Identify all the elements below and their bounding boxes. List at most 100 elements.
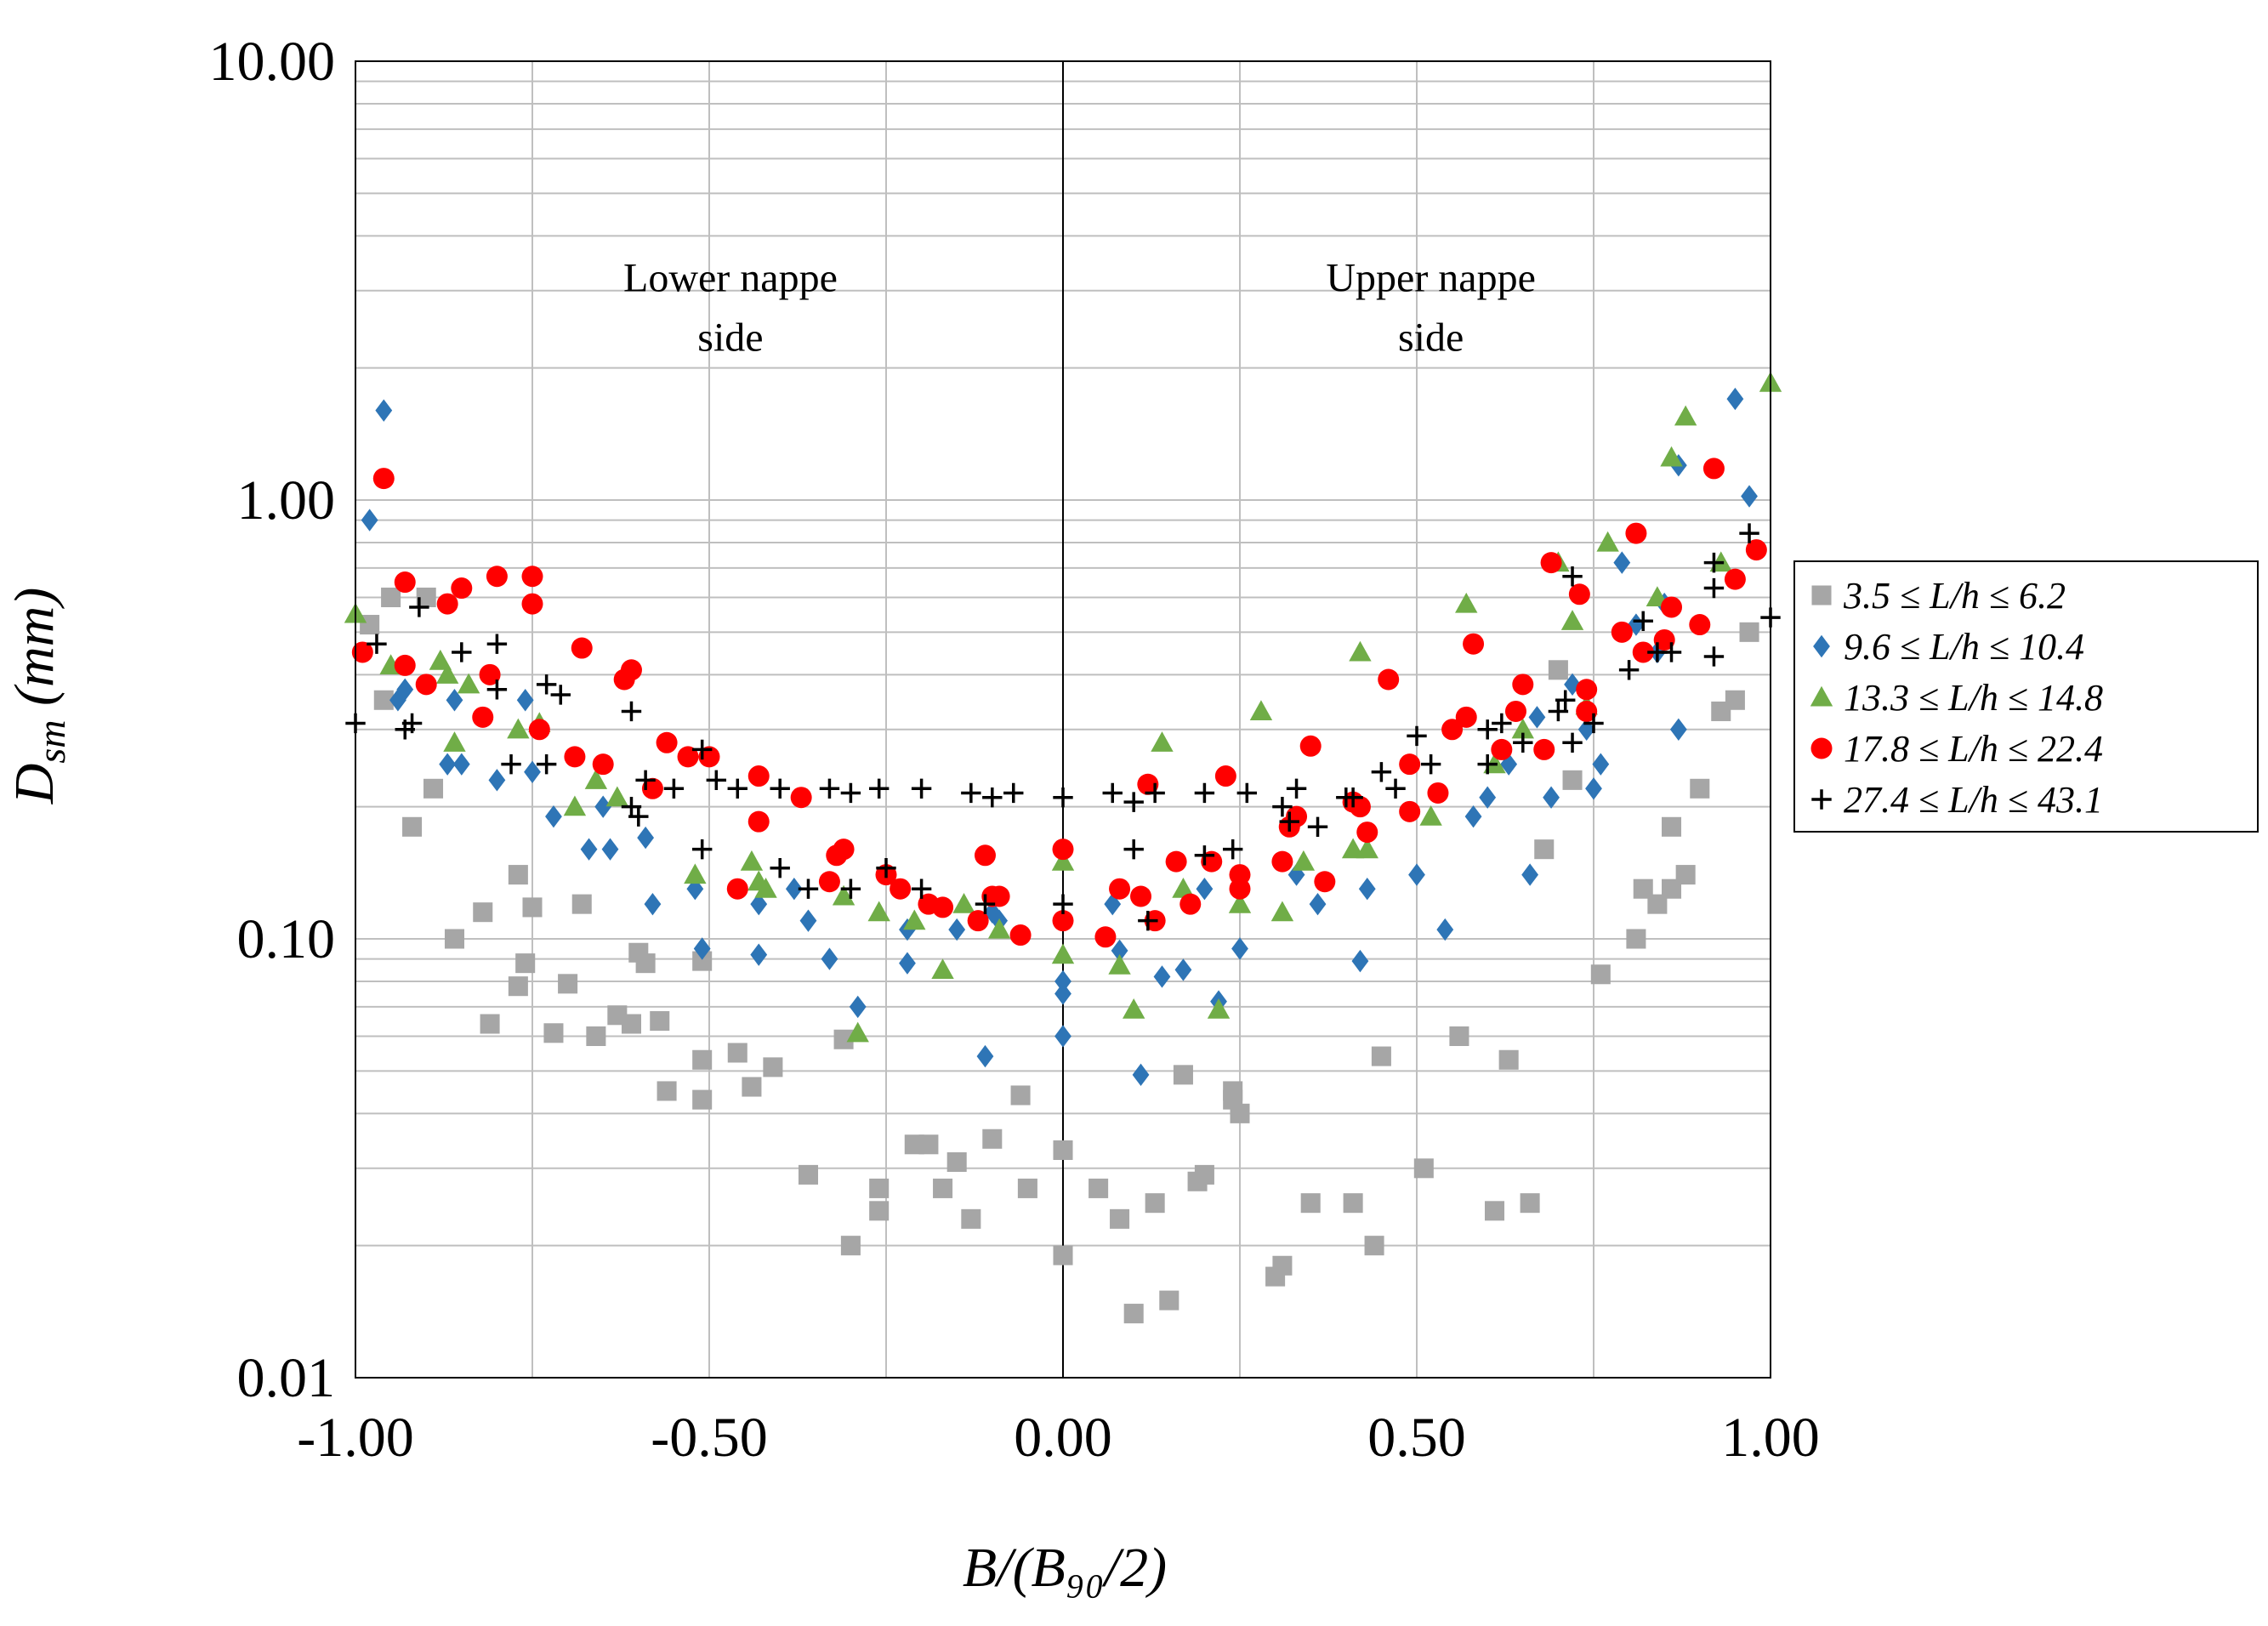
data-point bbox=[594, 795, 612, 818]
data-point bbox=[1592, 753, 1610, 776]
data-point bbox=[1052, 839, 1074, 861]
data-point bbox=[726, 878, 748, 900]
data-point bbox=[1562, 770, 1583, 790]
data-point bbox=[747, 810, 770, 833]
data-point bbox=[1108, 954, 1131, 975]
legend-box bbox=[1793, 560, 2259, 833]
data-point bbox=[439, 753, 457, 776]
data-point bbox=[747, 765, 770, 787]
data-point bbox=[1052, 910, 1074, 932]
data-point bbox=[1165, 850, 1187, 873]
series-4 bbox=[351, 458, 1767, 948]
data-point bbox=[628, 806, 649, 827]
data-point bbox=[1583, 713, 1604, 734]
data-point bbox=[1151, 731, 1174, 752]
data-point bbox=[691, 739, 713, 760]
data-point bbox=[635, 953, 656, 974]
data-point bbox=[1576, 679, 1598, 701]
data-point bbox=[988, 885, 1010, 907]
data-point bbox=[1492, 713, 1512, 734]
data-point bbox=[846, 1021, 869, 1043]
data-point bbox=[536, 753, 557, 775]
data-point bbox=[1194, 1164, 1214, 1185]
data-point bbox=[1054, 982, 1071, 1005]
data-point bbox=[435, 663, 459, 684]
data-point bbox=[1343, 1193, 1363, 1214]
data-point bbox=[650, 1011, 670, 1032]
data-point bbox=[890, 878, 912, 900]
data-point bbox=[1449, 1026, 1469, 1046]
data-point bbox=[1399, 800, 1421, 822]
data-point bbox=[508, 865, 528, 885]
legend-label: 13.3 ≤ L/h ≤ 14.8 bbox=[1844, 677, 2103, 719]
data-point bbox=[1236, 782, 1258, 804]
data-point bbox=[770, 858, 790, 878]
data-point bbox=[1512, 674, 1534, 696]
data-point bbox=[473, 902, 493, 923]
data-point bbox=[1358, 878, 1376, 901]
data-point bbox=[1010, 1085, 1031, 1106]
y-tick-label: 10.00 bbox=[209, 31, 336, 93]
data-point bbox=[1633, 878, 1653, 899]
data-point bbox=[948, 918, 966, 941]
data-point bbox=[1314, 871, 1336, 893]
data-point bbox=[684, 863, 707, 884]
data-point bbox=[1272, 1255, 1293, 1276]
data-point bbox=[1661, 642, 1682, 662]
data-point bbox=[1130, 885, 1152, 907]
data-point bbox=[524, 760, 541, 784]
data-point bbox=[876, 858, 896, 878]
data-point bbox=[1249, 700, 1273, 721]
data-point bbox=[1017, 1178, 1037, 1198]
legend-marker bbox=[1811, 789, 1832, 810]
data-point bbox=[1173, 1065, 1193, 1085]
data-point bbox=[507, 718, 530, 739]
data-point bbox=[1145, 1193, 1165, 1214]
data-point bbox=[1511, 718, 1534, 739]
data-point bbox=[1674, 405, 1697, 426]
data-point bbox=[486, 566, 508, 588]
data-point bbox=[833, 1029, 854, 1049]
data-point bbox=[1230, 1103, 1250, 1123]
data-point bbox=[840, 878, 861, 899]
data-point bbox=[849, 995, 867, 1019]
data-point bbox=[452, 642, 472, 662]
data-point bbox=[479, 663, 501, 685]
data-point bbox=[952, 892, 975, 913]
data-point bbox=[373, 690, 394, 710]
data-point bbox=[911, 778, 932, 799]
data-point bbox=[798, 878, 819, 899]
data-point bbox=[1477, 719, 1498, 740]
data-point bbox=[1110, 1208, 1130, 1229]
data-point bbox=[1385, 778, 1406, 799]
data-point bbox=[1611, 621, 1633, 643]
data-point bbox=[656, 731, 678, 753]
legend-label: 17.8 ≤ L/h ≤ 22.4 bbox=[1844, 728, 2103, 770]
data-point bbox=[584, 769, 608, 789]
data-point bbox=[750, 943, 768, 966]
data-point bbox=[1132, 1063, 1150, 1087]
data-point bbox=[693, 937, 711, 960]
data-point bbox=[1123, 1304, 1144, 1324]
data-point bbox=[1455, 706, 1477, 728]
data-point bbox=[1485, 1201, 1505, 1221]
data-point bbox=[1576, 700, 1598, 722]
data-point bbox=[381, 587, 401, 607]
data-point bbox=[1271, 850, 1293, 873]
data-point bbox=[550, 685, 571, 705]
data-point bbox=[1491, 738, 1513, 760]
data-point bbox=[1724, 568, 1746, 590]
data-point bbox=[967, 910, 989, 932]
series-3 bbox=[344, 371, 1782, 1043]
legend-label: 27.4 ≤ L/h ≤ 43.1 bbox=[1844, 779, 2103, 821]
data-point bbox=[571, 637, 593, 659]
data-point bbox=[819, 778, 840, 799]
data-point bbox=[1555, 690, 1576, 710]
data-point bbox=[621, 1014, 641, 1034]
data-point bbox=[1413, 1158, 1434, 1179]
data-point bbox=[1703, 646, 1725, 667]
data-point bbox=[1172, 878, 1195, 898]
data-point bbox=[1179, 893, 1202, 915]
y-axis-title-main: D bbox=[3, 764, 65, 805]
data-point bbox=[933, 1178, 953, 1198]
